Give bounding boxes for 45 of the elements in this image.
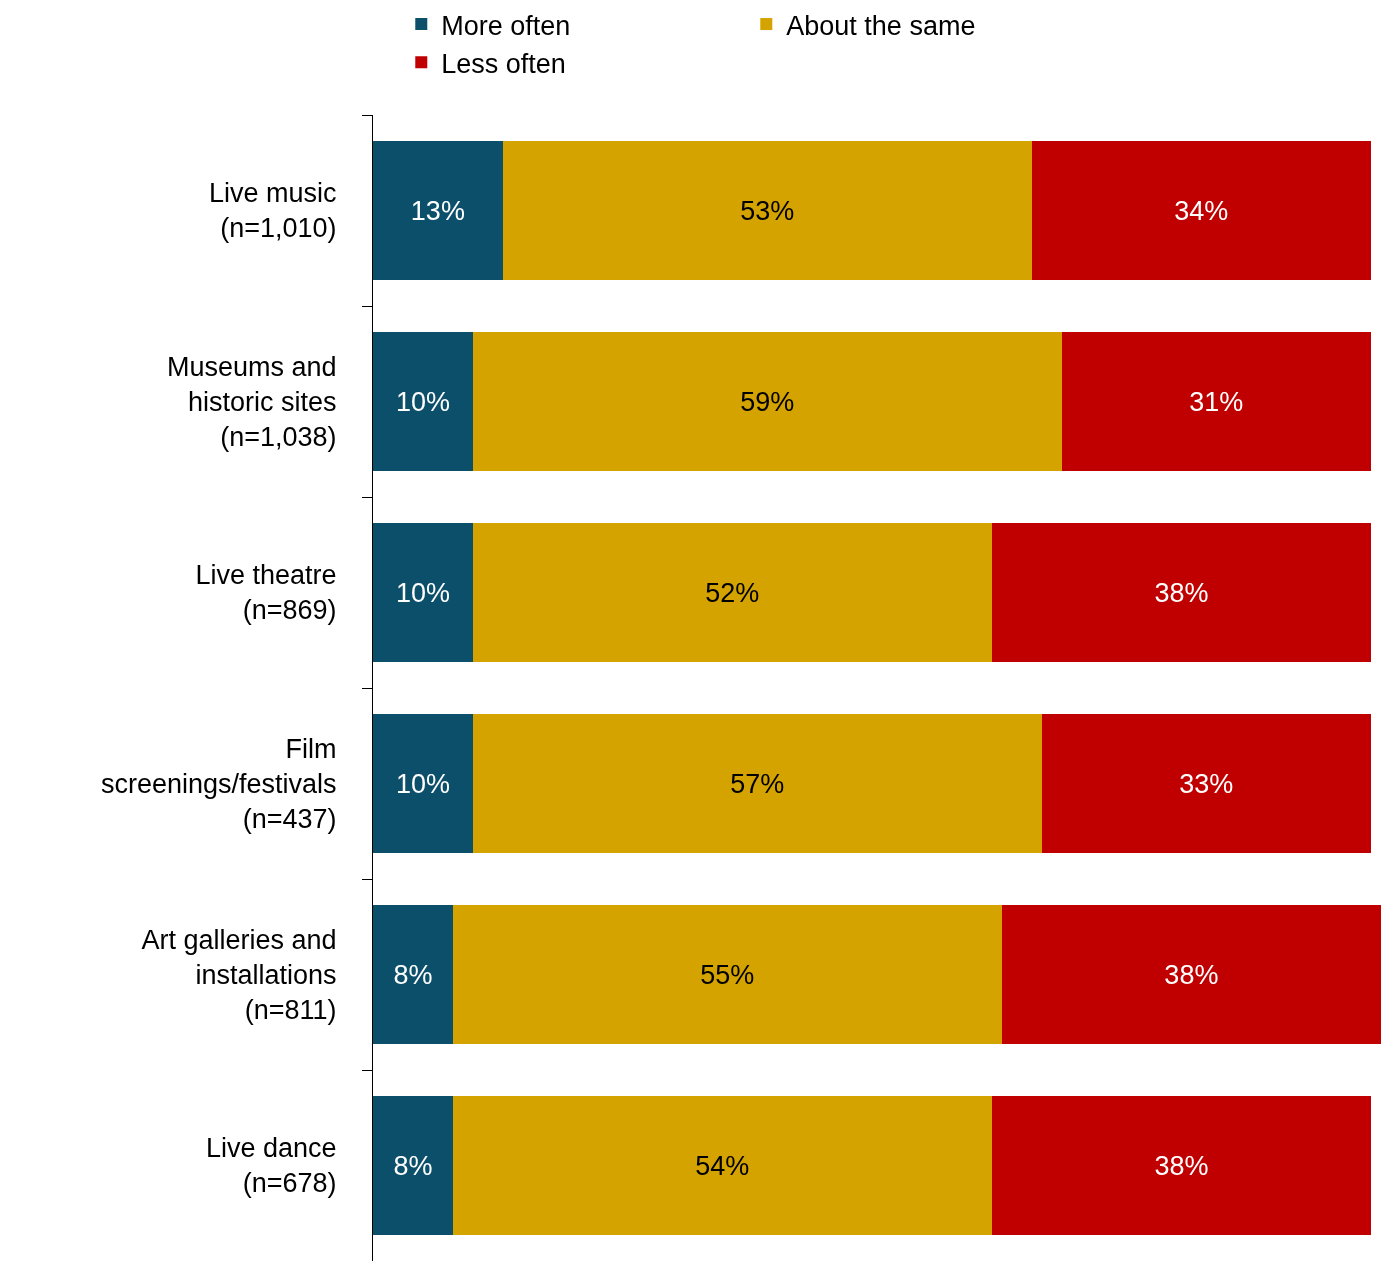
bar [991,522,1372,663]
y-tick-label: Live theatre (n=869) [195,560,337,626]
data-label: 55% [700,959,755,990]
bar [472,713,1042,854]
data-label: 10% [395,768,450,799]
data-label: 8% [393,959,433,990]
data-label: 31% [1189,386,1244,417]
bar [452,904,1002,1045]
bar [373,1095,453,1236]
data-label: 34% [1174,195,1229,226]
data-label: 53% [740,195,795,226]
bar [502,140,1032,281]
bar [1041,713,1372,854]
y-tick-label: Museums and historic sites (n=1,038) [167,351,337,453]
data-label: 8% [393,1150,433,1181]
bar [472,331,1062,472]
bar [452,1095,992,1236]
data-label: 57% [730,768,785,799]
legend-label: Less often [441,48,566,79]
y-tick-label: Live music (n=1,010) [209,178,337,244]
bar [1031,140,1372,281]
y-tick-label: Live dance (n=678) [205,1133,337,1199]
bar [373,331,473,472]
bar [1001,904,1381,1045]
data-label: 33% [1179,768,1234,799]
bar [472,522,992,663]
bar [373,140,503,281]
bar [373,904,453,1045]
data-label: 38% [1154,577,1209,608]
bar [1061,331,1372,472]
data-label: 59% [740,386,795,417]
data-label: 38% [1164,959,1219,990]
data-label: 52% [705,577,760,608]
data-label: 10% [395,386,450,417]
bar [991,1095,1372,1236]
y-tick-label: Film screenings/festivals (n=437) [100,733,337,835]
bar [373,713,473,854]
legend-label: More often [441,10,571,41]
y-tick-label: Art galleries and installations (n=811) [141,924,337,1026]
data-label: 38% [1154,1150,1209,1181]
bar [373,522,473,663]
data-label: 54% [695,1150,750,1181]
data-label: 10% [395,577,450,608]
legend-label: About the same [786,10,976,41]
data-label: 13% [410,195,465,226]
